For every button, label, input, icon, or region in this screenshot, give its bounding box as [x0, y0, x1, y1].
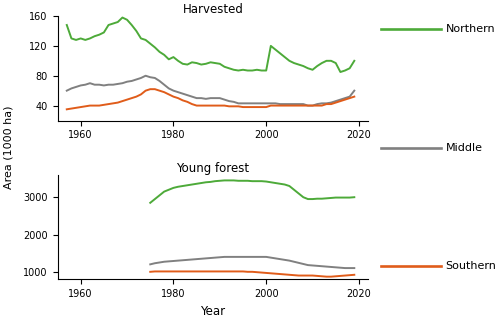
Text: Southern: Southern: [446, 261, 496, 272]
Text: Middle: Middle: [446, 143, 482, 153]
Text: Northern: Northern: [446, 24, 496, 34]
Title: Young forest: Young forest: [176, 162, 250, 175]
Title: Harvested: Harvested: [182, 3, 244, 16]
X-axis label: Year: Year: [200, 305, 226, 317]
Text: Area (1000 ha): Area (1000 ha): [4, 106, 14, 189]
